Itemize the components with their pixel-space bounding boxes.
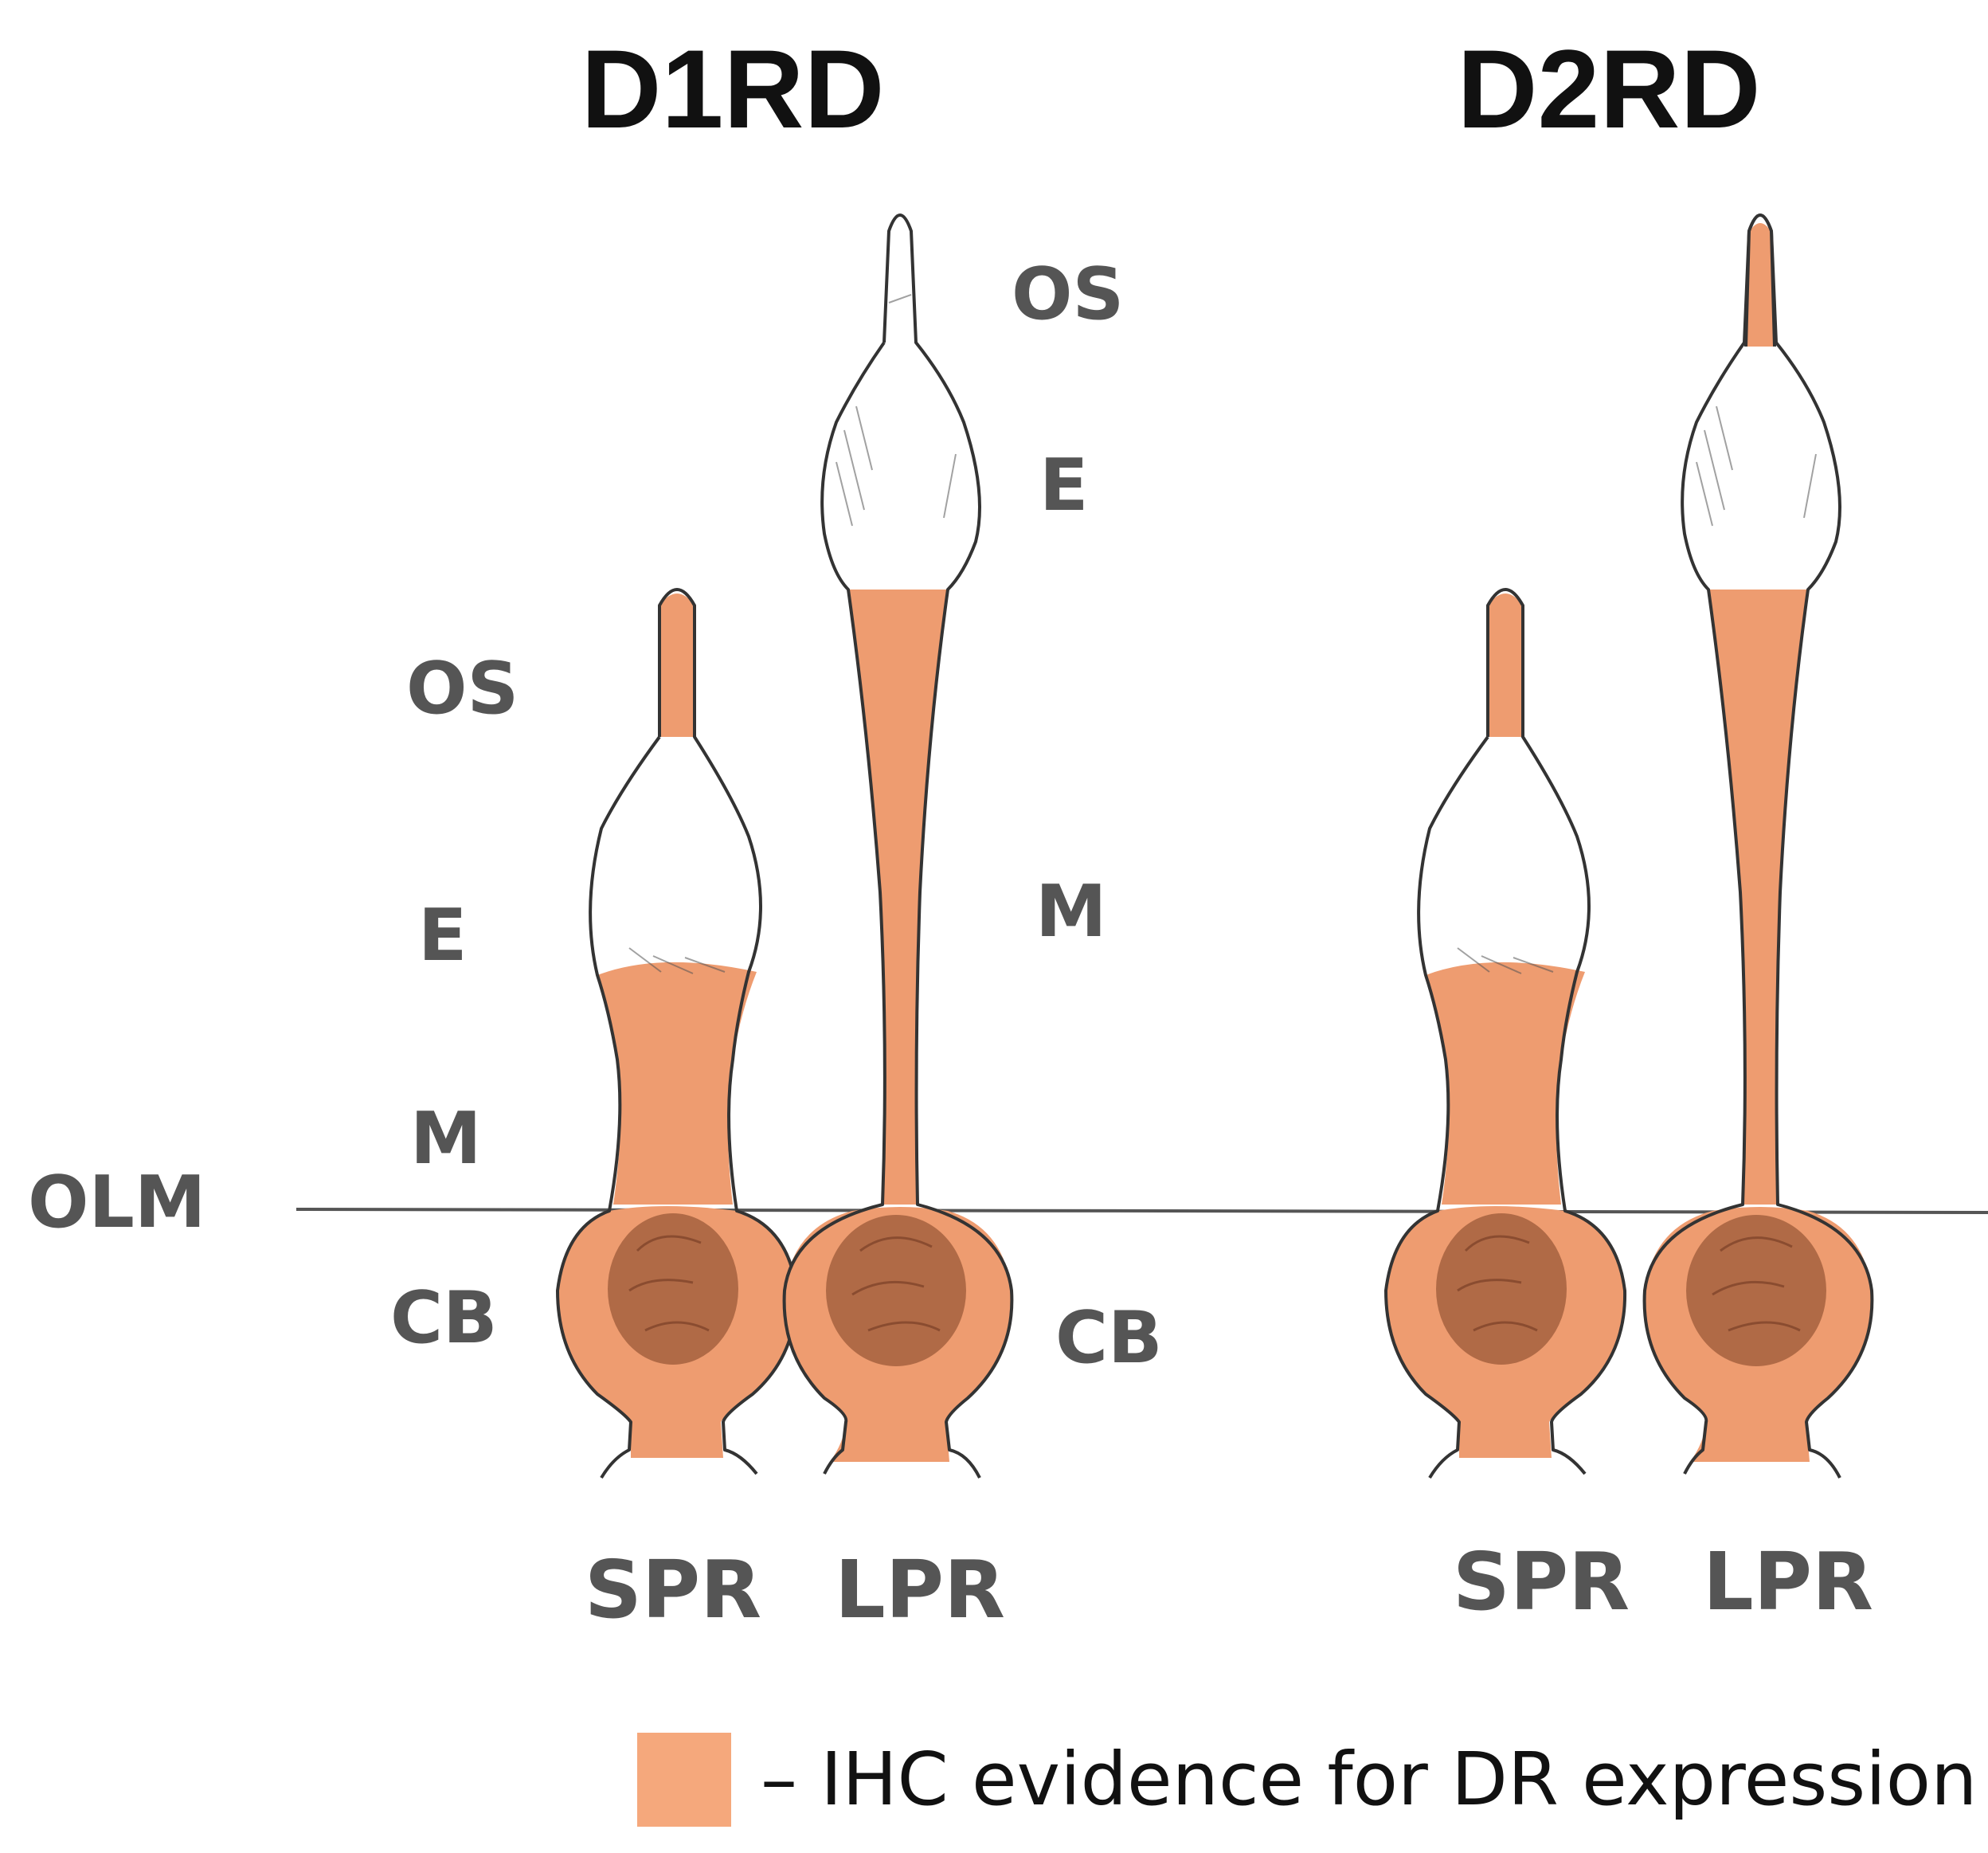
- legend: – IHC evidence for DR expression: [637, 1733, 1977, 1827]
- legend-swatch: [637, 1733, 731, 1827]
- d2-lpr-label: LPR: [1703, 1535, 1873, 1628]
- d2rd-lpr-cell: [1642, 214, 1874, 1479]
- panel-title-d1rd: D1RD: [581, 26, 884, 151]
- d1-lpr-m-label: M: [1035, 870, 1107, 954]
- d1rd-lpr-cell: [782, 214, 1014, 1479]
- d2rd-spr-cell: [1384, 588, 1627, 1479]
- d1-spr-os-label: OS: [406, 647, 519, 731]
- panel-title-d2rd: D2RD: [1457, 26, 1760, 151]
- olm-label: OLM: [28, 1161, 205, 1244]
- d1-spr-label: SPR: [585, 1543, 761, 1636]
- d1-spr-cb-label: CB: [390, 1276, 498, 1360]
- d2-spr-label: SPR: [1453, 1535, 1630, 1628]
- olm-line: [295, 1208, 1988, 1214]
- d1-lpr-e-label: E: [1039, 444, 1088, 527]
- d1-spr-e-label: E: [418, 894, 467, 977]
- d1-lpr-label: LPR: [835, 1543, 1005, 1636]
- d1rd-spr-cell: [556, 588, 799, 1479]
- legend-text: – IHC evidence for DR expression: [761, 1737, 1977, 1822]
- d1-spr-m-label: M: [410, 1097, 482, 1181]
- d1-lpr-cb-label: CB: [1055, 1296, 1163, 1380]
- d1-lpr-os-label: OS: [1012, 253, 1124, 336]
